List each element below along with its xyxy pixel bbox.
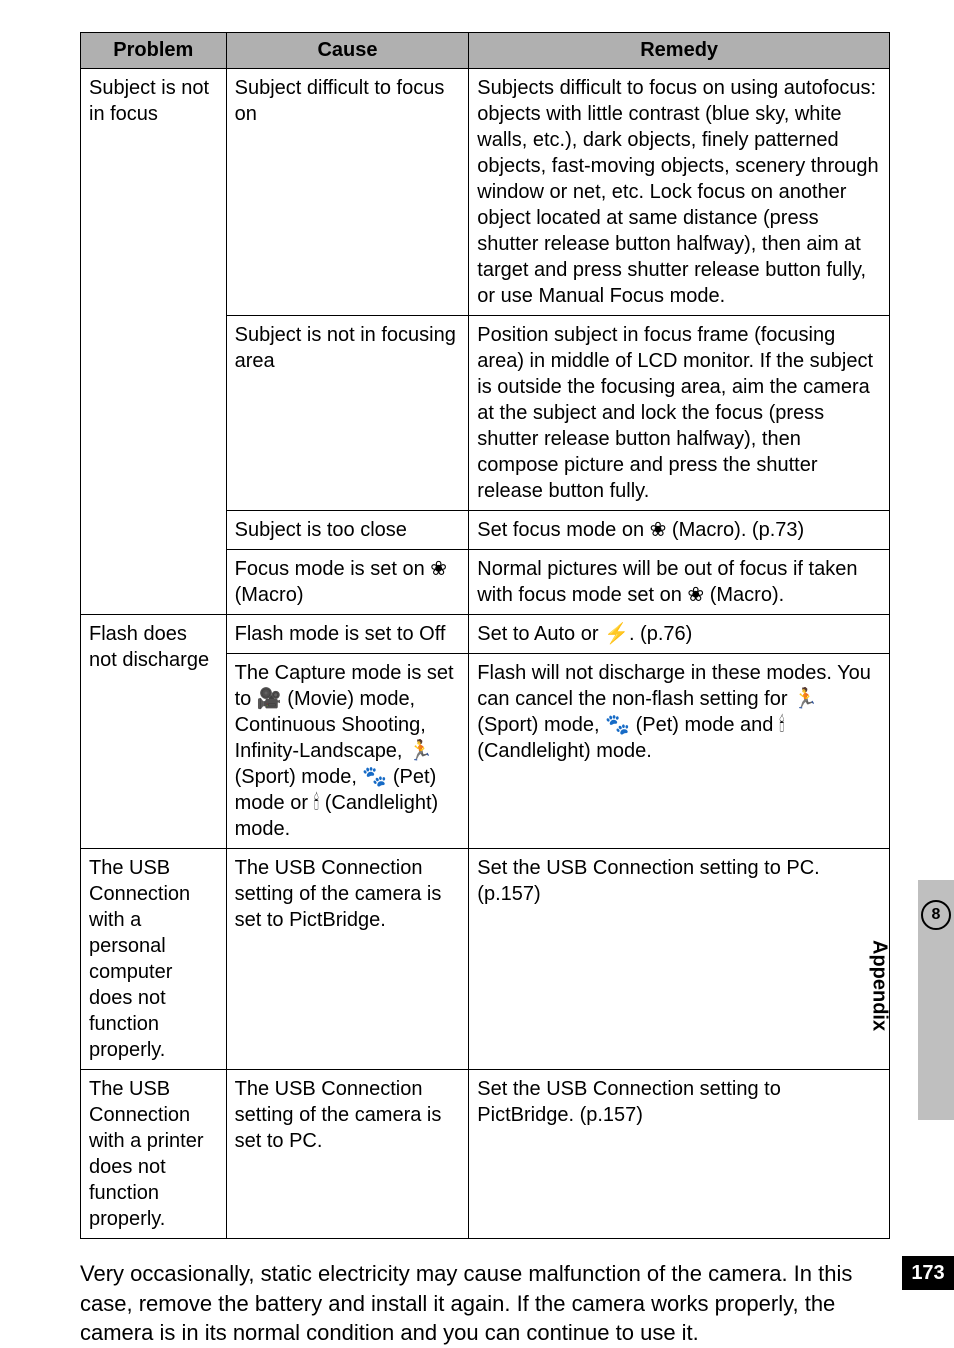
cell-cause: Subject difficult to focus on [226,69,469,316]
cell-remedy: Subjects difficult to focus on using aut… [469,69,890,316]
table-header-row: Problem Cause Remedy [81,33,890,69]
cell-problem: Flash does not discharge [81,615,227,849]
cell-remedy: Set to Auto or ⚡. (p.76) [469,615,890,654]
cell-cause: The USB Connection setting of the camera… [226,849,469,1070]
side-tab: 8 Appendix [918,880,954,1120]
cell-cause: The USB Connection setting of the camera… [226,1070,469,1239]
cell-problem: The USB Connection with a personal compu… [81,849,227,1070]
col-header-problem: Problem [81,33,227,69]
side-tab-label: Appendix [867,940,890,1031]
table-row: The USB Connection with a personal compu… [81,849,890,1070]
page: Problem Cause Remedy Subject is not in f… [0,0,954,1314]
cell-remedy: Set the USB Connection setting to PictBr… [469,1070,890,1239]
table-row: Subject is not in focusSubject difficult… [81,69,890,316]
cell-cause: Subject is too close [226,511,469,550]
side-tab-number: 8 [921,900,951,930]
cell-remedy: Normal pictures will be out of focus if … [469,550,890,615]
cell-problem: Subject is not in focus [81,69,227,615]
cell-problem: The USB Connection with a printer does n… [81,1070,227,1239]
cell-remedy: Position subject in focus frame (focusin… [469,316,890,511]
page-number: 173 [902,1256,954,1290]
cell-remedy: Set the USB Connection setting to PC. (p… [469,849,890,1070]
note-paragraph: Very occasionally, static electricity ma… [80,1259,890,1348]
cell-remedy: Flash will not discharge in these modes.… [469,654,890,849]
table-body: Subject is not in focusSubject difficult… [81,69,890,1239]
cell-remedy: Set focus mode on ❀ (Macro). (p.73) [469,511,890,550]
cell-cause: Focus mode is set on ❀ (Macro) [226,550,469,615]
cell-cause: The Capture mode is set to 🎥 (Movie) mod… [226,654,469,849]
table-row: Flash does not dischargeFlash mode is se… [81,615,890,654]
col-header-cause: Cause [226,33,469,69]
cell-cause: Subject is not in focusing area [226,316,469,511]
table-row: The USB Connection with a printer does n… [81,1070,890,1239]
col-header-remedy: Remedy [469,33,890,69]
cell-cause: Flash mode is set to Off [226,615,469,654]
troubleshoot-table: Problem Cause Remedy Subject is not in f… [80,32,890,1239]
